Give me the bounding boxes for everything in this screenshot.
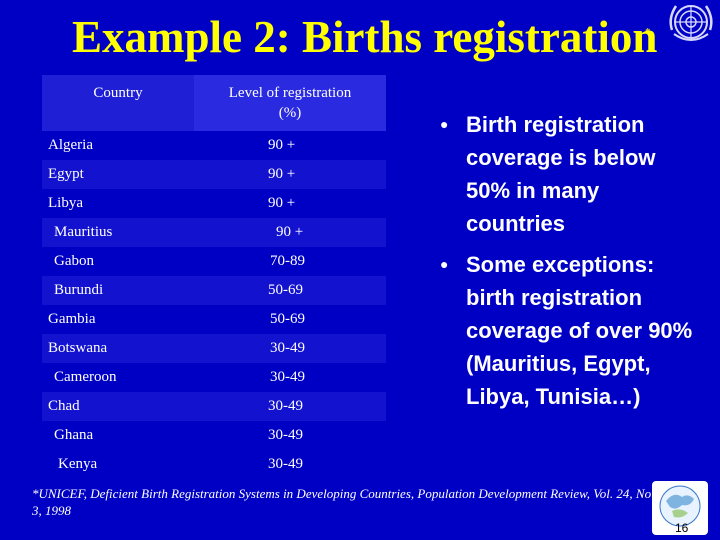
bullet-dot-icon: ● (440, 116, 449, 132)
table-row: Burundi 50-69 (42, 276, 386, 305)
country-cell: Kenya (58, 456, 98, 472)
header-level-line2: (%) (278, 105, 302, 122)
header-level-line1: Level of registration (228, 85, 352, 101)
footnote: *UNICEF, Deficient Birth Registration Sy… (32, 486, 652, 518)
slide-title: Example 2: Births registration (72, 12, 658, 62)
table-row: Cameroon 30-49 (42, 363, 386, 392)
page-number: 16 (675, 521, 689, 535)
header-level: Level of registration (%) (194, 75, 386, 131)
country-cell: Gambia (48, 311, 96, 327)
country-cell: Gabon (54, 253, 94, 269)
table-header: Country Level of registration (%) (42, 75, 386, 131)
bullet-list: ● Birth registration coverage is below 5… (440, 108, 700, 421)
country-cell: Burundi (54, 282, 104, 298)
bullet-dot-icon: ● (440, 256, 449, 272)
table-row: Algeria 90 + (42, 131, 386, 160)
table-row: Botswana 30-49 (42, 334, 386, 363)
level-cell: 90 + (268, 137, 296, 153)
level-cell: 90 + (268, 195, 296, 211)
table-row: Chad 30-49 (42, 392, 386, 421)
level-cell: 50-69 (270, 311, 305, 327)
level-cell: 30-49 (268, 398, 303, 414)
country-cell: Ghana (54, 427, 94, 443)
level-cell: 90 + (268, 166, 296, 182)
country-cell: Chad (48, 398, 80, 414)
registration-table: Country Level of registration (%) Algeri… (42, 75, 386, 479)
table-row: Egypt 90 + (42, 160, 386, 189)
bullet-text: Some exceptions: birth registration cove… (466, 252, 693, 409)
country-cell: Egypt (48, 166, 84, 182)
country-cell: Cameroon (54, 369, 117, 385)
country-cell: Botswana (48, 340, 108, 356)
table-row: Gabon 70-89 (42, 247, 386, 276)
level-cell: 50-69 (268, 282, 303, 298)
bullet-text: Birth registration coverage is below 50%… (466, 112, 656, 236)
table-row: Ghana 30-49 (42, 421, 386, 450)
un-emblem-icon (669, 5, 713, 41)
table-row: Kenya 30-49 (42, 450, 386, 479)
table-row: Gambia 50-69 (42, 305, 386, 334)
table-row: Mauritius 90 + (42, 218, 386, 247)
level-cell: 90 + (276, 224, 304, 240)
table-row: Libya 90 + (42, 189, 386, 218)
header-country: Country (42, 75, 194, 131)
title-footnote-mark: * (645, 26, 651, 38)
country-cell: Libya (48, 195, 83, 211)
level-cell: 70-89 (270, 253, 305, 269)
bullet-item: ● Birth registration coverage is below 5… (440, 108, 700, 240)
level-cell: 30-49 (268, 427, 303, 443)
level-cell: 30-49 (268, 456, 303, 472)
country-cell: Algeria (48, 137, 93, 153)
globe-logo-icon (652, 481, 708, 535)
level-cell: 30-49 (270, 369, 305, 385)
level-cell: 30-49 (270, 340, 305, 356)
bullet-item: ● Some exceptions: birth registration co… (440, 248, 700, 413)
country-cell: Mauritius (54, 224, 113, 240)
